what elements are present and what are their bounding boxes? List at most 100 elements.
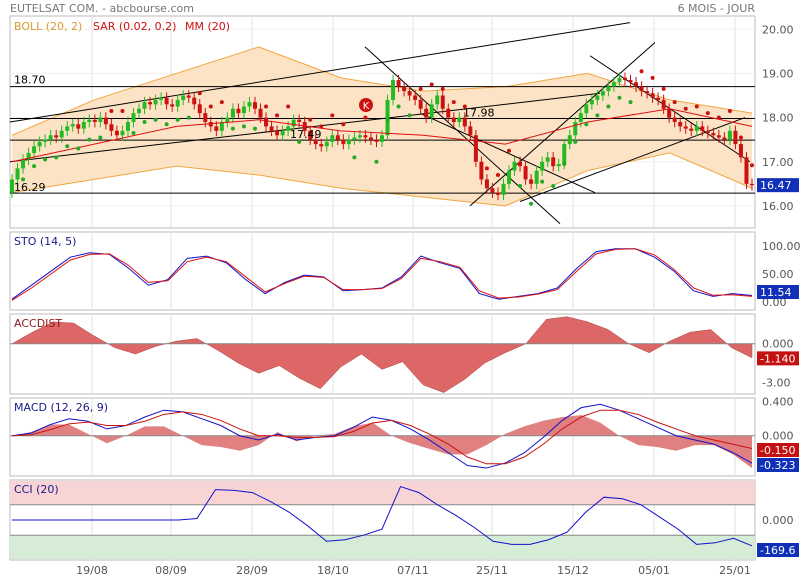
legend-sar: SAR (0.02, 0.2) <box>93 20 176 33</box>
sar-dot <box>297 139 302 144</box>
candle-body <box>54 135 59 138</box>
sar-dot <box>153 117 158 122</box>
candle-body <box>330 135 335 142</box>
price-y-tick-label: 16.00 <box>762 200 794 213</box>
candle-body <box>203 113 208 122</box>
candle-body <box>170 104 175 107</box>
candle-body <box>584 104 589 114</box>
candle-body <box>225 117 230 122</box>
sar-dot <box>606 104 611 109</box>
sar-dot <box>540 179 545 184</box>
candle-body <box>175 99 180 107</box>
price-y-tick-label: 18.00 <box>762 112 794 125</box>
macd-signal-badge: -0.150 <box>760 444 795 457</box>
candle-body <box>727 130 732 140</box>
sar-dot <box>164 122 169 127</box>
macd-panel-frame <box>9 397 756 477</box>
x-tick-label: 18/10 <box>317 564 349 577</box>
candle-body <box>689 128 694 131</box>
candle-body <box>319 144 324 147</box>
cci-panel: 0.000 -169.6 <box>10 481 799 559</box>
candle-body <box>363 135 368 138</box>
macd-y-tick-label: 0.000 <box>762 430 794 443</box>
accdist-panel-frame <box>9 313 756 395</box>
candle-body <box>98 117 103 122</box>
sar-dot <box>750 163 754 168</box>
candle-body <box>164 97 169 105</box>
sar-dot <box>219 100 224 105</box>
candle-body <box>192 97 197 105</box>
trend-line <box>469 42 656 207</box>
candle-body <box>501 183 506 195</box>
candle-body <box>103 117 108 125</box>
candle-body <box>512 161 517 171</box>
sar-dot <box>628 100 633 105</box>
trend-line <box>9 22 631 123</box>
candle-body <box>457 117 462 122</box>
candle-body <box>308 130 313 140</box>
candle-body <box>236 108 241 114</box>
candle-body <box>529 179 534 184</box>
sar-dot <box>241 124 246 129</box>
signal-line <box>11 409 753 465</box>
candle-body <box>595 95 600 100</box>
candle-body <box>413 95 418 100</box>
candle-body <box>462 117 467 127</box>
sar-dot <box>374 159 379 164</box>
candle-body <box>346 139 351 145</box>
candle-body <box>534 170 539 184</box>
moving-average-line <box>11 108 753 163</box>
candle-body <box>418 99 423 109</box>
sar-dot <box>131 131 136 136</box>
sar-dot <box>65 144 70 149</box>
candle-body <box>473 135 478 162</box>
candle-body <box>65 126 70 131</box>
sto-y-tick-label: 100.00 <box>762 240 800 253</box>
cci-last-badge: -169.6 <box>760 544 795 557</box>
candle-body <box>396 80 401 87</box>
candle-body <box>324 141 329 147</box>
sar-dot <box>484 166 489 171</box>
candle-body <box>142 102 147 109</box>
candle-body <box>705 130 710 134</box>
cci-title: CCI (20) <box>14 483 59 496</box>
candle-body <box>402 86 407 92</box>
accdist-last-badge: -1.140 <box>760 352 795 365</box>
candle-body <box>750 183 754 186</box>
x-tick-label: 25/01 <box>719 564 751 577</box>
price-y-tick-label: 17.00 <box>762 156 794 169</box>
sar-dot <box>385 117 390 122</box>
candle-body <box>76 124 81 129</box>
cci-line <box>12 485 753 547</box>
trend-line <box>419 112 596 194</box>
candle-body <box>391 80 396 100</box>
candle-body <box>429 104 434 118</box>
accdist-panel: 0.000 -3.00 -1.140 <box>10 316 799 393</box>
sar-dot <box>694 104 699 109</box>
sar-dot <box>341 122 346 127</box>
candle-body <box>661 99 666 109</box>
chart-title: EUTELSAT COM. <box>10 2 98 15</box>
candle-body <box>540 161 545 171</box>
cci-panel-frame <box>9 479 756 561</box>
legend-boll: BOLL (20, 2) <box>14 20 82 33</box>
candle-body <box>645 91 650 94</box>
sar-dot <box>21 177 26 182</box>
chart-period: 6 MOIS - JOUR <box>678 2 756 15</box>
sto-last-badge-bg <box>757 285 799 299</box>
candle-body <box>667 108 672 118</box>
candle-body <box>70 124 75 127</box>
candle-body <box>341 139 346 145</box>
candle-body <box>567 135 572 145</box>
candle-body <box>407 91 412 96</box>
candle-body <box>15 168 20 180</box>
macd-last-badge-bg <box>757 458 799 472</box>
macd-panel: 0.400 0.000-0.150 -0.323 <box>10 396 799 472</box>
candle-body <box>280 130 285 136</box>
sar-dot <box>264 104 269 109</box>
candle-body <box>153 99 158 105</box>
candle-body <box>137 108 142 114</box>
candle-body <box>694 126 699 131</box>
candle-body <box>241 106 246 114</box>
